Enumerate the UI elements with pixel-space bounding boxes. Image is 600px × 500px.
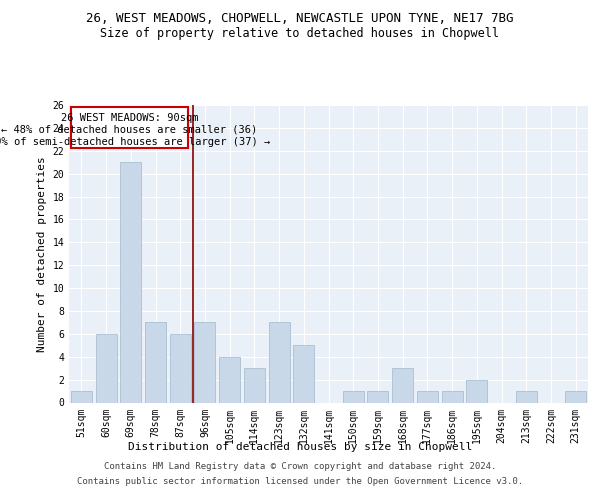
Bar (343, 391, 364, 402)
Bar (392, 368, 413, 402)
Text: ← 48% of detached houses are smaller (36): ← 48% of detached houses are smaller (36… (1, 125, 257, 135)
Text: 26 WEST MEADOWS: 90sqm: 26 WEST MEADOWS: 90sqm (61, 113, 198, 123)
Bar (466, 380, 487, 402)
Bar (244, 368, 265, 402)
Bar (71, 391, 92, 402)
Bar (565, 391, 586, 402)
Text: Contains HM Land Registry data © Crown copyright and database right 2024.: Contains HM Land Registry data © Crown c… (104, 462, 496, 471)
Bar (442, 391, 463, 402)
FancyBboxPatch shape (71, 108, 188, 148)
Bar (219, 356, 240, 403)
Bar (367, 391, 388, 402)
Text: Distribution of detached houses by size in Chopwell: Distribution of detached houses by size … (128, 442, 472, 452)
Bar (293, 346, 314, 403)
Bar (145, 322, 166, 402)
Text: 26, WEST MEADOWS, CHOPWELL, NEWCASTLE UPON TYNE, NE17 7BG: 26, WEST MEADOWS, CHOPWELL, NEWCASTLE UP… (86, 12, 514, 26)
Text: 49% of semi-detached houses are larger (37) →: 49% of semi-detached houses are larger (… (0, 136, 270, 146)
Text: Contains public sector information licensed under the Open Government Licence v3: Contains public sector information licen… (77, 477, 523, 486)
Text: Size of property relative to detached houses in Chopwell: Size of property relative to detached ho… (101, 28, 499, 40)
Bar (269, 322, 290, 402)
Bar (120, 162, 141, 402)
Bar (417, 391, 438, 402)
Bar (170, 334, 191, 402)
Bar (516, 391, 537, 402)
Bar (95, 334, 116, 402)
Bar (194, 322, 215, 402)
Y-axis label: Number of detached properties: Number of detached properties (37, 156, 47, 352)
